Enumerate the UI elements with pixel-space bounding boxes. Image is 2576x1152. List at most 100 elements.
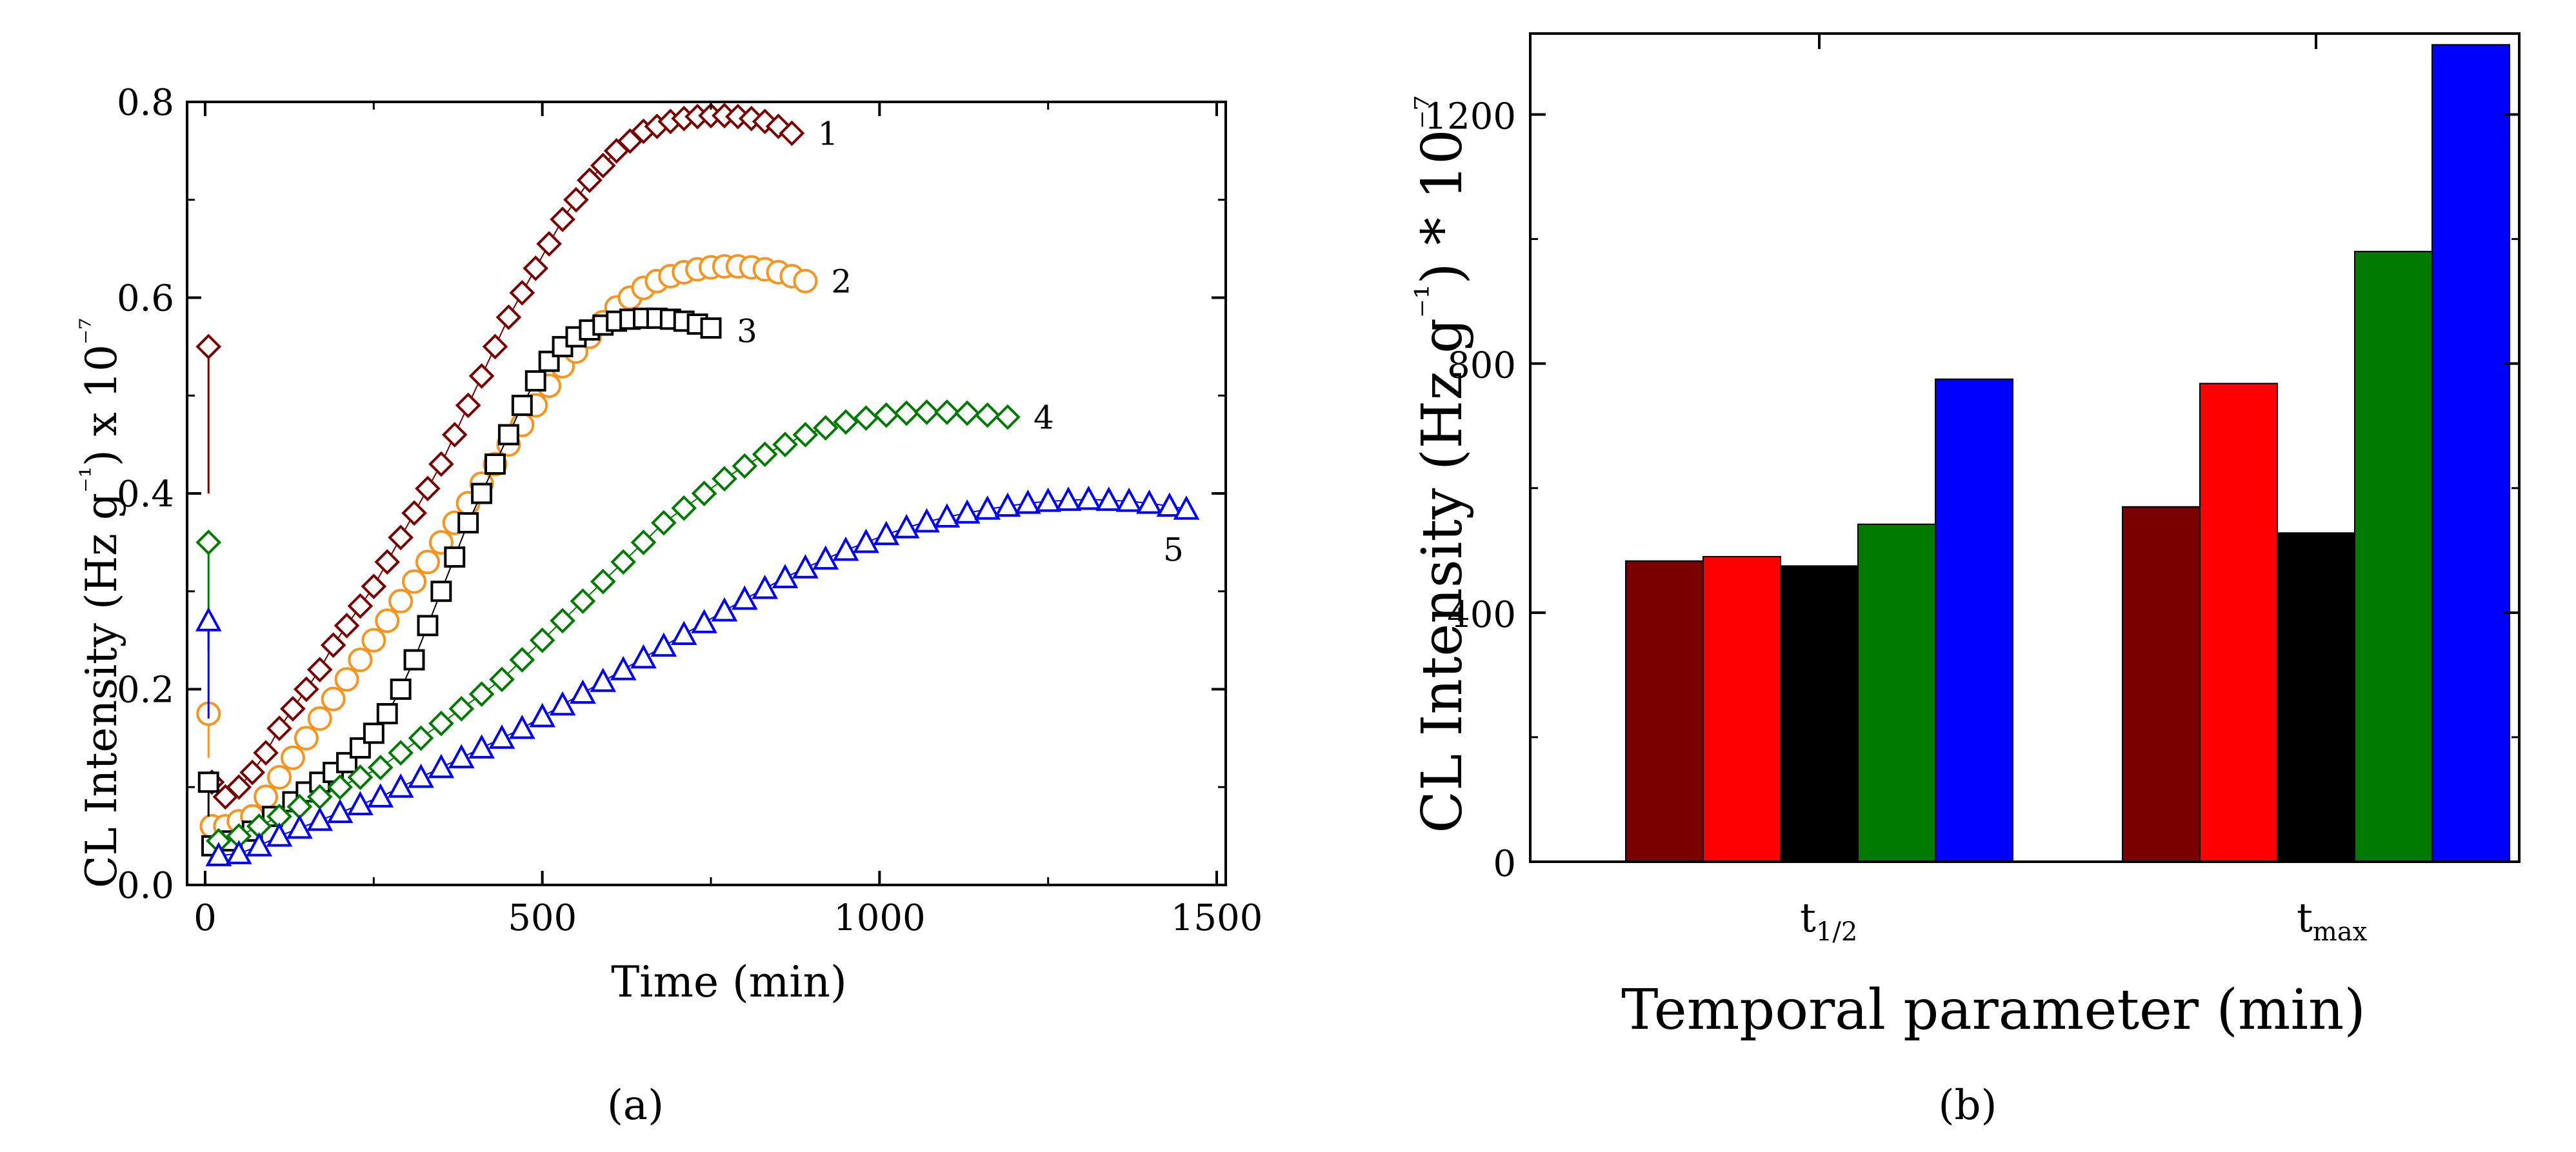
chart-b-bar: [2431, 44, 2510, 862]
chart-b-category-label: tmax: [2297, 894, 2368, 947]
chart-a-series-4-point: [509, 647, 535, 673]
chart-a-series-1-point: [523, 255, 549, 281]
chart-a-series-5-point: [326, 799, 354, 824]
chart-b-bar: [2354, 250, 2433, 863]
chart-a-y-tick-label: 0.6: [117, 278, 174, 320]
chart-a-series-5-point: [873, 521, 900, 546]
chart-a-series-3-point: [471, 482, 493, 504]
chart-a-series-1-point: [441, 422, 468, 448]
chart-a-series-4-point: [388, 740, 414, 766]
chart-a-series-1-point: [428, 451, 454, 477]
chart-a-series-1-point: [239, 759, 266, 786]
chart-a-series-3-initial-point: [197, 771, 219, 793]
chart-b-bar: [1625, 560, 1704, 862]
chart-a-series-5-point: [974, 495, 1001, 520]
chart-b-category-label: t1/2: [1800, 894, 1857, 947]
chart-a-series-5-point: [1035, 487, 1062, 512]
chart-a-series-label-3: 3: [737, 313, 757, 350]
chart-a-series-2-point: [307, 706, 332, 731]
chart-a-series-4-point: [448, 696, 475, 722]
chart-a-series-2-point: [254, 784, 279, 809]
chart-a-series-4-point: [428, 710, 454, 737]
chart-a-series-4-point: [974, 402, 1001, 428]
chart-a-series-5-point: [853, 528, 879, 553]
chart-b-y-tick-label: 1200: [1424, 96, 1516, 138]
chart-a-series-1-point: [577, 167, 603, 194]
chart-a-series-2-point: [280, 745, 305, 770]
chart-a-series-5-point: [954, 499, 981, 524]
chart-a-series-4-point: [570, 588, 596, 614]
chart-a-series-2-point: [388, 588, 414, 613]
chart-a-series-4-point: [873, 402, 899, 428]
chart-a-series-5-point: [691, 609, 717, 633]
chart-a-y-tick-label: 0.4: [117, 473, 174, 515]
chart-a-series-4-point: [610, 549, 636, 575]
chart-b-y-tick-label: 800: [1447, 345, 1516, 387]
chart-b-y-tick-label: 0: [1493, 843, 1516, 885]
chart-a-series-1-point: [779, 120, 805, 146]
chart-a-series-5-point: [347, 791, 374, 816]
chart-a-series-5-point: [893, 513, 920, 539]
chart-a-series-3-point: [511, 394, 533, 416]
chart-a-series-5-point: [1136, 489, 1163, 514]
chart-a-series-5-point: [934, 503, 961, 528]
chart-a-series-1-point: [320, 632, 346, 659]
chart-a-series-5-point: [752, 574, 778, 599]
chart-a-series-2-point: [402, 569, 427, 594]
chart-b-y-tick-label: 400: [1447, 594, 1516, 636]
chart-b-y-axis-label: CL Intensity (Hz g⁻¹) * 10⁻⁷: [1408, 95, 1475, 833]
chart-a-series-2-point: [266, 765, 292, 790]
chart-a-series-4-point: [489, 666, 515, 693]
chart-a-series-1-point: [388, 524, 414, 551]
chart-a-series-1-point: [293, 676, 319, 702]
chart-a-series-1-point: [482, 333, 508, 360]
chart-a-series-1-point: [468, 363, 495, 389]
chart-a-series-4-point: [671, 495, 697, 521]
chart-a-series-3-point: [363, 722, 384, 744]
chart-a-series-5-point: [792, 554, 819, 579]
chart-a-series-5-point: [1014, 489, 1041, 514]
chart-a-series-3-point: [524, 370, 546, 392]
chart-a-series-1-point: [306, 657, 333, 682]
chart-a-series-1-point: [374, 549, 401, 575]
chart-a-y-tick-label: 0.0: [117, 865, 174, 907]
chart-a-series-5-point: [266, 822, 293, 847]
chart-a-series-5-point: [286, 814, 313, 839]
chart-a-series-1-point: [401, 500, 427, 526]
chart-a-series-3-point: [497, 424, 519, 446]
chart-a-series-5-point: [367, 783, 394, 808]
chart-b-bar: [2122, 506, 2201, 862]
chart-a-series-5-point: [549, 691, 576, 716]
chart-a-series-4-point: [529, 627, 555, 653]
chart-b-ticks: 0 400 800 1200: [1424, 34, 2519, 885]
chart-a-series-labels: 1 2 3 4 5: [737, 115, 1184, 569]
chart-a-series-4-point: [894, 400, 919, 426]
chart-a-series-1-point: [226, 774, 252, 800]
chart-a-series-5-point: [650, 632, 677, 657]
chart-a-series-4-point: [367, 755, 394, 780]
chart-a-series-5-point: [529, 702, 556, 728]
chart-a-series-label-4: 4: [1033, 399, 1054, 437]
chart-a-series-5-point: [488, 724, 515, 749]
chart-a-series-4-point: [590, 568, 616, 595]
chart-a-series-2-point: [375, 608, 400, 633]
chart-a-series-3-point: [417, 615, 439, 637]
chart-a-series-4-point: [691, 481, 717, 506]
chart-b-group-1: [2122, 44, 2510, 863]
chart-a-series-4-point: [772, 432, 798, 457]
chart-a-series-1-point: [415, 475, 441, 502]
chart-a-series-2-point: [793, 268, 818, 293]
chart-a-x-tick-label: 1500: [1171, 897, 1263, 939]
chart-a-series-5-point: [225, 840, 252, 864]
chart-b-bar: [1780, 565, 1859, 863]
chart-a-series-1-point: [361, 573, 387, 599]
chart-b-bar: [1935, 378, 2013, 862]
chart-b-bar: [1857, 523, 1936, 862]
chart-a-series-5-point: [590, 668, 617, 692]
chart-a-series-5-point: [246, 832, 272, 857]
chart-a-series-5-point: [1095, 486, 1123, 511]
chart-a-series-5-point: [428, 753, 455, 779]
chart-a-series-1-point: [495, 304, 522, 330]
chart-a-series-4-initial-point: [195, 530, 222, 555]
